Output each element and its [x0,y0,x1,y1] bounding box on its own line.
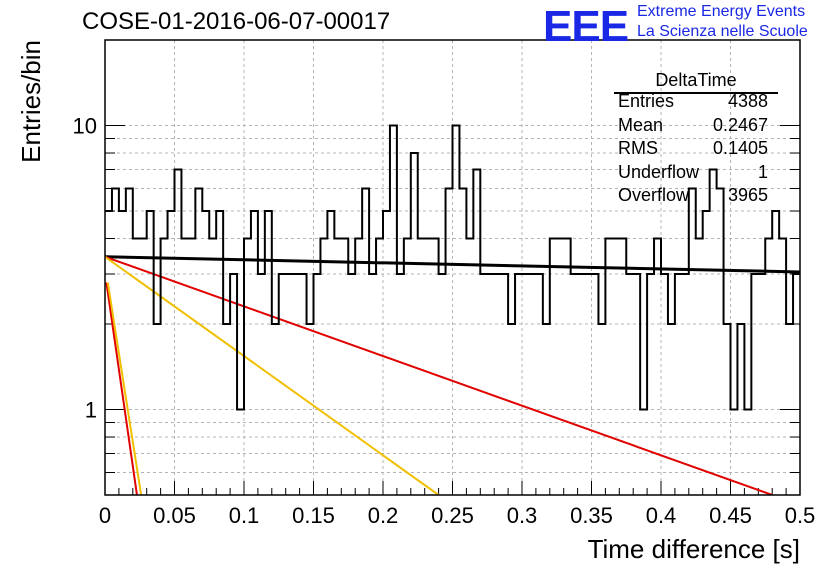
stats-row-rms: RMS 0.1405 [610,138,778,162]
histogram-steps [105,124,800,411]
y-tick-label: 1 [85,398,97,423]
stats-value: 1 [757,161,768,182]
stats-label: Overflow [618,185,690,205]
x-tick-label: 0.25 [431,503,474,528]
plot-frame [104,39,801,496]
stats-row-underflow: Underflow 1 [610,162,778,186]
chart-title: COSE-01-2016-06-07-00017 [82,8,391,35]
x-tick-label: 0.05 [153,503,196,528]
y-axis-label: Entries/bin [16,40,46,163]
x-tick-label: 0.4 [646,503,677,528]
stats-value: 0.1405 [712,138,768,158]
stats-label: Entries [618,91,675,111]
x-tick-label: 0 [99,503,111,528]
logo-line-2: La Scienza nelle Scuole [637,23,808,40]
stats-row-mean: Mean 0.2467 [610,115,778,139]
stats-value: 3965 [727,185,768,205]
axis-ticks [104,39,801,496]
x-axis-label: Time difference [s] [588,534,800,564]
x-tick-label: 0.2 [368,503,399,528]
stats-title: DeltaTime [655,70,737,90]
fit-line-5 [106,282,143,495]
logo-mark: EEE [543,2,629,51]
x-tick-label: 0.35 [570,503,613,528]
stats-value: 4388 [727,91,768,111]
histogram [105,124,800,411]
stats-label: RMS [618,138,658,158]
fit-line-2 [105,255,773,495]
logo-line-1: Extreme Energy Events [637,3,806,20]
stats-label: Underflow [618,161,700,182]
x-tick-label: 0.1 [229,503,260,528]
axis-labels: 0 0.05 0.1 0.15 0.2 0.25 0.3 0.35 0.4 0.45 0.5 1 10 T… [16,40,815,564]
fit-line-1 [105,255,800,274]
stats-row-overflow: Overflow 3965 [610,185,778,209]
stats-value: 0.2467 [712,114,768,135]
x-tick-label: 0.15 [292,503,335,528]
fit-line-4 [105,282,138,495]
x-tick-label: 0.45 [709,503,752,528]
y-tick-label: 10 [73,113,97,138]
x-tick-label: 0.5 [785,503,816,528]
stats-divider [614,92,778,94]
stats-box: DeltaTime Entries 4388 Mean 0.2467 RMS 0… [610,70,778,209]
stats-row-entries: Entries 4388 [610,91,778,115]
stats-label: Mean [618,114,664,135]
x-tick-label: 0.3 [507,503,538,528]
